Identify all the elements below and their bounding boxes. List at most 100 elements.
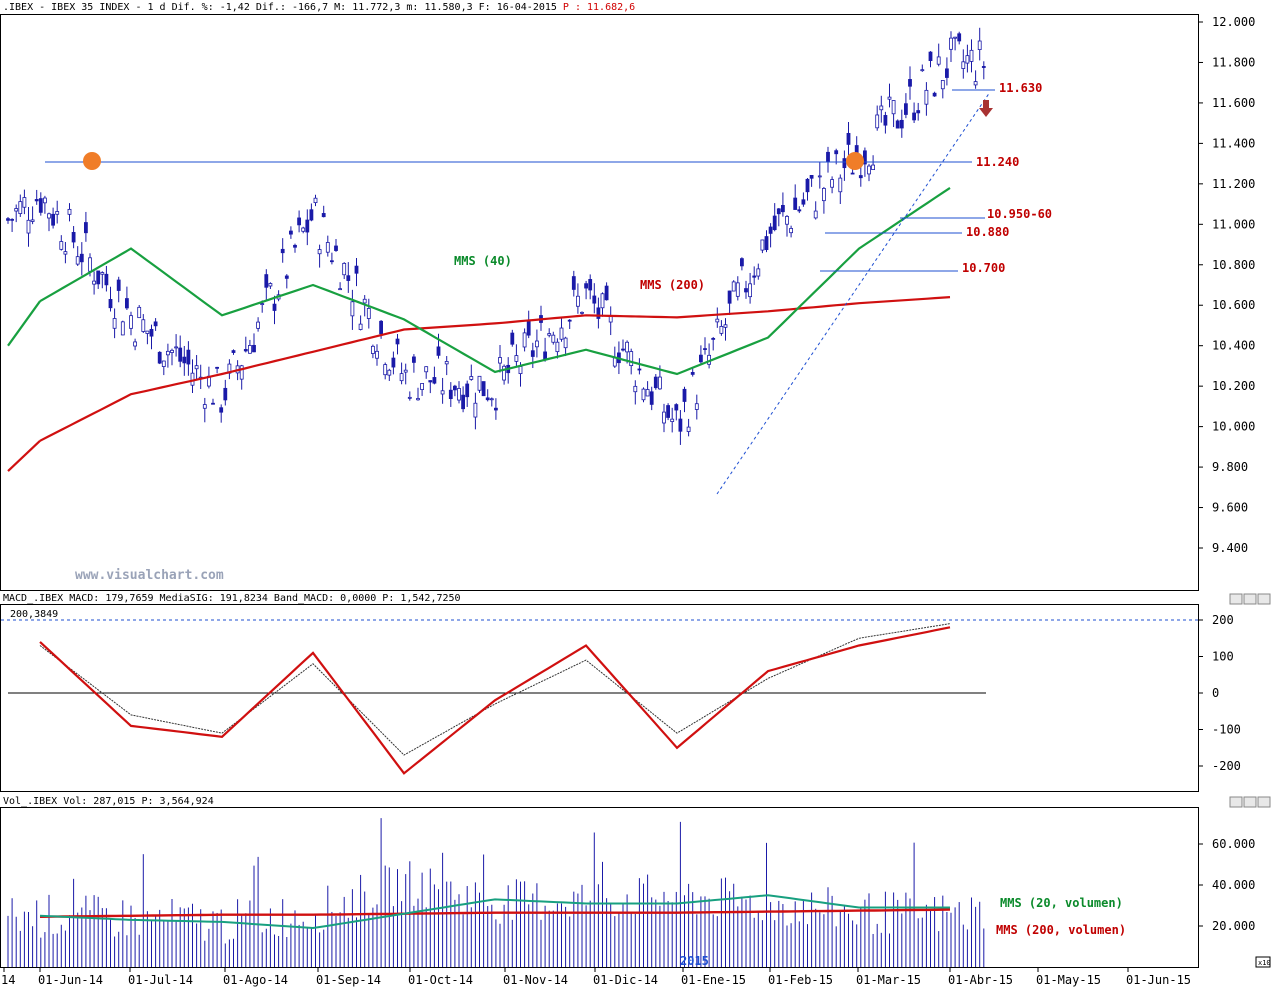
volume-mms200-line	[39, 908, 951, 918]
volume-y-axis: 60.000 40.000 20.000	[1198, 837, 1255, 933]
candle-body	[793, 197, 798, 210]
candle-body	[38, 198, 43, 213]
candle-body	[338, 288, 343, 291]
candle-body	[703, 348, 707, 350]
candle-body	[329, 260, 334, 263]
candle-body	[682, 388, 687, 402]
candle-body	[621, 348, 625, 351]
candle-body	[969, 49, 974, 62]
candle-body	[407, 396, 412, 399]
candle-body	[584, 283, 588, 289]
candle-body	[875, 114, 880, 129]
candle-body	[84, 222, 88, 234]
volume-tick-label: 40.000	[1212, 878, 1255, 892]
candle-body	[47, 213, 51, 219]
candle-body	[522, 332, 527, 348]
down-arrow-icon	[979, 100, 993, 117]
candle-body	[555, 341, 560, 353]
candle-body	[830, 179, 834, 188]
macd-restore-button[interactable]	[1243, 593, 1257, 605]
price-candles	[6, 27, 986, 445]
candle-body	[735, 282, 740, 297]
candle-body	[112, 318, 117, 329]
candle-body	[452, 385, 457, 391]
price-tick-label: 11.800	[1212, 55, 1255, 69]
candle-body	[945, 68, 949, 78]
year-label: 2015	[680, 954, 709, 968]
candle-body	[125, 298, 129, 309]
x-tick-label: 01-Jun-14	[38, 973, 103, 987]
candle-body	[284, 275, 289, 279]
candle-body	[444, 361, 449, 365]
candle-body	[530, 350, 535, 357]
candle-body	[658, 376, 662, 390]
candle-body	[887, 96, 892, 100]
candle-body	[448, 389, 453, 399]
volume-minimize-button[interactable]	[1229, 796, 1243, 808]
x-tick-label: 01-Oct-14	[408, 973, 473, 987]
candle-body	[883, 115, 888, 126]
mms200-line-extension	[7, 440, 41, 472]
macd-y-axis: 200 100 0 -100 -200	[1198, 613, 1241, 773]
candle-body	[211, 402, 215, 405]
candle-body	[88, 257, 92, 272]
candle-body	[243, 349, 248, 352]
x-tick-label: 01-Sep-14	[316, 973, 381, 987]
mms200-label: MMS (200)	[640, 278, 705, 292]
volume-restore-button[interactable]	[1243, 796, 1257, 808]
candle-body	[588, 279, 593, 291]
macd-line	[39, 626, 951, 775]
candle-body	[863, 150, 867, 165]
macd-lines	[39, 623, 951, 775]
candle-body	[904, 103, 908, 115]
macd-minimize-button[interactable]	[1229, 593, 1243, 605]
candle-body	[940, 80, 945, 90]
candle-body	[465, 383, 470, 398]
candle-body	[489, 398, 494, 401]
x-tick-label: 01-Jun-15	[1126, 973, 1191, 987]
candle-body	[420, 383, 425, 390]
candle-body	[740, 258, 744, 267]
candle-body	[432, 377, 437, 384]
candle-body	[354, 265, 359, 274]
header-price: P : 11.682,6	[557, 2, 635, 13]
candle-body	[137, 306, 142, 319]
candle-body	[953, 36, 957, 39]
candle-body	[194, 365, 199, 370]
candle-body	[674, 404, 679, 411]
candle-body	[239, 365, 244, 380]
candle-body	[383, 364, 388, 376]
candle-body	[22, 197, 27, 208]
mms40-line-extension	[7, 300, 41, 347]
x-tick-label: 01-Abr-15	[948, 973, 1013, 987]
support-label-2: 10.950-60	[987, 207, 1052, 221]
candle-body	[551, 334, 556, 343]
candle-body	[182, 356, 187, 364]
volume-tick-label: 60.000	[1212, 837, 1255, 851]
candle-body	[567, 319, 572, 322]
candle-body	[157, 351, 162, 364]
candle-body	[912, 112, 916, 121]
candle-body	[469, 376, 474, 380]
candle-body	[822, 187, 826, 202]
candle-body	[916, 110, 921, 114]
candle-body	[79, 253, 84, 263]
candle-body	[559, 327, 564, 340]
candle-body	[752, 275, 757, 278]
candle-body	[293, 244, 297, 248]
resistance-label: 11.240	[976, 155, 1019, 169]
volume-legend-200: MMS (200, volumen)	[996, 923, 1126, 937]
volume-close-button[interactable]	[1257, 796, 1271, 808]
candle-body	[871, 164, 875, 171]
candle-body	[641, 388, 646, 401]
candle-body	[576, 295, 580, 307]
candle-body	[67, 208, 72, 215]
candle-body	[649, 391, 654, 405]
candle-body	[153, 321, 158, 327]
candle-body	[202, 404, 207, 409]
candle-body	[186, 349, 191, 365]
candle-body	[92, 280, 96, 285]
macd-close-button[interactable]	[1257, 593, 1271, 605]
candle-body	[223, 387, 228, 401]
candle-body	[485, 397, 490, 401]
